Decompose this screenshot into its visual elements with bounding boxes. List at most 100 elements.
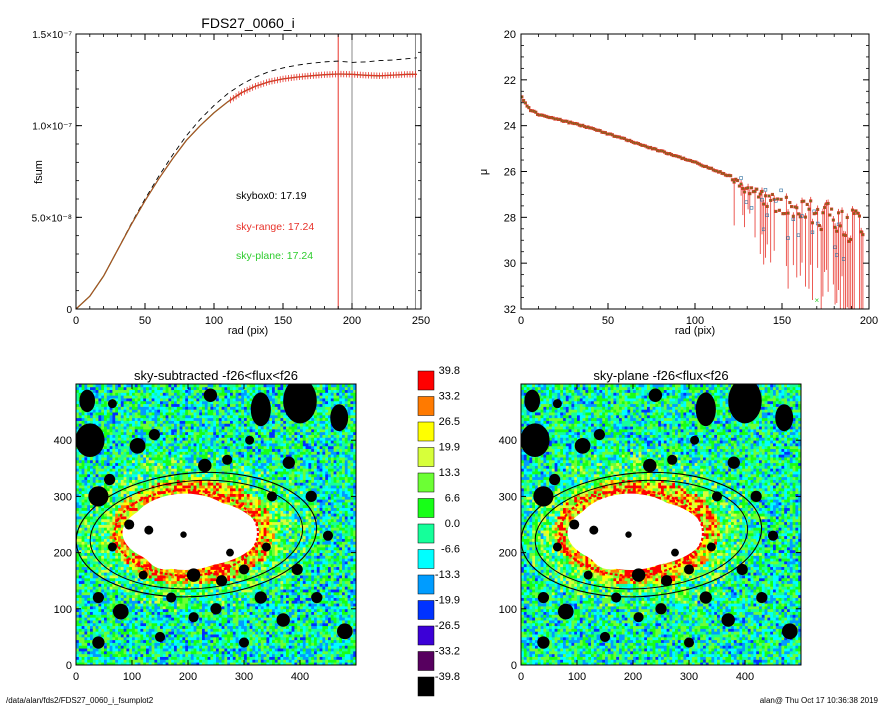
map-pixel: [227, 622, 231, 627]
map-pixel: [319, 608, 323, 613]
map-pixel: [210, 662, 214, 665]
map-pixel: [118, 634, 122, 638]
map-pixel: [112, 659, 116, 663]
map-pixel: [297, 650, 301, 655]
map-pixel: [87, 563, 91, 568]
map-pixel: [154, 605, 158, 610]
map-pixel: [171, 662, 175, 665]
map-pixel: [347, 650, 351, 655]
profile-alt-point: [779, 188, 783, 193]
map-pixel: [199, 605, 203, 610]
map-pixel: [199, 659, 203, 663]
map-pixel: [344, 594, 348, 598]
map-pixel: [101, 591, 105, 596]
map-pixel: [101, 614, 105, 618]
profile-point: [739, 182, 743, 186]
map-pixel: [328, 645, 332, 649]
map-pixel: [230, 648, 234, 652]
map-pixel: [171, 603, 175, 607]
map-pixel: [190, 650, 194, 655]
map-pixel: [232, 656, 236, 660]
map-pixel: [336, 656, 340, 660]
map-pixel: [314, 603, 318, 607]
map-pixel: [157, 611, 161, 615]
map-pixel: [134, 620, 138, 624]
map-pixel: [148, 605, 152, 610]
map-pixel: [308, 625, 312, 629]
map-pixel: [157, 614, 161, 618]
map-pixel: [288, 620, 292, 624]
map-pixel: [314, 634, 318, 638]
map-pixel: [87, 608, 91, 613]
map-pixel: [101, 648, 105, 652]
map-pixel: [272, 577, 276, 582]
map-pixel: [176, 650, 180, 655]
map-pixel: [76, 561, 80, 565]
map-pixel: [218, 563, 222, 568]
map-pixel: [210, 642, 214, 646]
map-pixel: [101, 656, 105, 660]
map-pixel: [344, 650, 348, 655]
map-pixel: [263, 656, 267, 660]
map-pixel: [266, 611, 270, 615]
map-pixel: [314, 589, 318, 593]
map-pixel: [165, 603, 169, 607]
map-pixel: [291, 563, 295, 568]
map-pixel: [277, 628, 281, 632]
map-pixel: [316, 642, 320, 646]
map-pixel: [193, 608, 197, 613]
map-pixel: [258, 605, 262, 610]
map-pixel: [90, 653, 94, 657]
map-pixel: [347, 572, 351, 576]
map-pixel: [81, 586, 85, 590]
map-pixel: [230, 561, 234, 565]
map-pixel: [210, 625, 214, 629]
map-pixel: [196, 625, 200, 629]
map-pixel: [266, 636, 270, 641]
map-pixel: [199, 620, 203, 624]
map-pixel: [90, 577, 94, 582]
map-pixel: [277, 577, 281, 582]
map-pixel: [249, 659, 253, 663]
map-pixel: [330, 636, 334, 641]
map-pixel: [328, 648, 332, 652]
map-pixel: [92, 631, 96, 635]
map-pixel: [311, 558, 315, 562]
map-pixel: [305, 648, 309, 652]
map-pixel: [109, 650, 113, 655]
map-pixel: [207, 659, 211, 663]
map-pixel: [140, 608, 144, 613]
map-pixel: [274, 586, 278, 590]
map-pixel: [350, 634, 354, 638]
map-pixel: [115, 636, 119, 641]
map-pixel: [319, 591, 323, 596]
map-pixel: [182, 639, 186, 643]
map-pixel: [78, 549, 82, 553]
map-pixel: [230, 586, 234, 590]
map-pixel: [120, 636, 124, 641]
map-pixel: [274, 541, 278, 545]
map-pixel: [162, 650, 166, 655]
map-pixel: [154, 653, 158, 657]
map-pixel: [325, 636, 329, 641]
map-pixel: [76, 631, 80, 635]
map-pixel: [140, 662, 144, 665]
map-pixel: [319, 575, 323, 579]
map-pixel: [174, 575, 178, 579]
map-pixel: [168, 662, 172, 665]
map-pixel: [283, 653, 287, 657]
map-pixel: [330, 648, 334, 652]
map-pixel: [120, 577, 124, 582]
map-pixel: [118, 569, 122, 573]
map-pixel: [109, 583, 113, 587]
map-pixel: [76, 558, 80, 562]
map-pixel: [95, 566, 99, 570]
map-pixel: [311, 566, 315, 570]
map-pixel: [266, 605, 270, 610]
map-pixel: [344, 662, 348, 665]
map-pixel: [78, 639, 82, 643]
map-pixel: [157, 600, 161, 604]
map-pixel: [123, 645, 127, 649]
map-pixel: [76, 614, 80, 618]
